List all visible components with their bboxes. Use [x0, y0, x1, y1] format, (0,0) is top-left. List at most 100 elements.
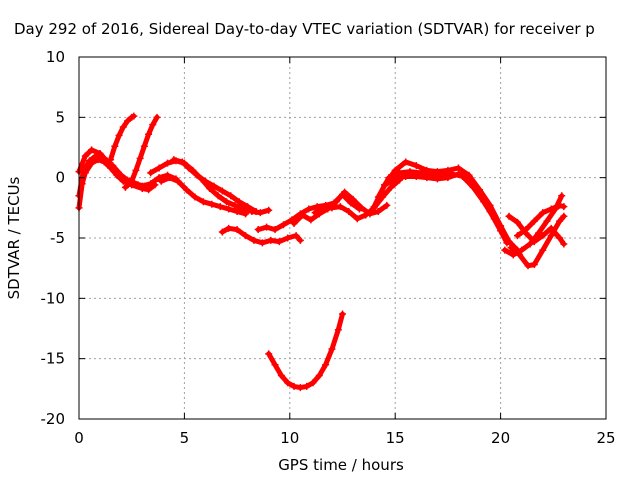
data-point: [178, 158, 186, 166]
data-point: [111, 142, 119, 150]
data-point: [128, 177, 136, 185]
data-point: [225, 224, 233, 232]
data-point: [406, 168, 414, 176]
data-point: [267, 236, 275, 244]
data-point: [509, 251, 517, 259]
x-tick-label: 0: [74, 429, 84, 447]
data-point: [296, 384, 304, 392]
y-tick-label: -20: [41, 410, 66, 428]
x-axis-title: GPS time / hours: [278, 456, 404, 474]
x-tick-label: 15: [386, 429, 405, 447]
data-point: [513, 218, 521, 226]
data-point: [353, 215, 361, 223]
data-point: [201, 177, 209, 185]
data-point: [107, 156, 115, 164]
data-point: [191, 193, 199, 201]
data-point: [193, 171, 201, 179]
data-point: [258, 239, 266, 247]
data-point: [311, 209, 319, 217]
data-point: [402, 158, 410, 166]
data-point: [395, 169, 403, 177]
data-point: [265, 206, 273, 214]
x-tick-label: 25: [596, 429, 615, 447]
data-point: [242, 210, 250, 218]
data-point: [558, 192, 566, 200]
data-point: [465, 176, 473, 184]
data-point: [231, 201, 239, 209]
data-point: [444, 174, 452, 182]
plot-frame: [78, 56, 607, 420]
data-point: [345, 207, 353, 215]
series-arc-5: [121, 113, 161, 191]
data-point: [374, 193, 382, 201]
data-point: [486, 207, 494, 215]
data-point: [279, 221, 287, 229]
data-point: [151, 181, 159, 189]
data-point: [115, 131, 123, 139]
y-tick-label: 0: [55, 169, 65, 187]
data-point: [526, 240, 534, 248]
data-point: [96, 150, 104, 158]
data-point: [218, 187, 226, 195]
data-point: [357, 204, 365, 212]
y-axis-title: SDTVAR / TECUs: [5, 176, 23, 299]
data-point: [225, 205, 233, 213]
data-point: [136, 154, 144, 162]
data-point: [539, 232, 547, 240]
data-point: [94, 156, 102, 164]
data-point: [332, 198, 340, 206]
data-point: [145, 130, 153, 138]
data-point: [370, 203, 378, 211]
data-point: [170, 156, 178, 164]
data-point: [322, 361, 330, 369]
series-trace: [76, 147, 147, 189]
data-point: [315, 372, 323, 380]
series-arc-18: [507, 212, 568, 270]
x-tick-label: 5: [180, 429, 190, 447]
data-point: [140, 182, 148, 190]
data-point: [145, 186, 153, 194]
y-tick-label: -5: [50, 229, 65, 247]
y-tick-label: -15: [41, 350, 66, 368]
data-point: [298, 211, 306, 219]
data-point: [214, 192, 222, 200]
series-arc-4: [107, 112, 138, 164]
data-point: [166, 174, 174, 182]
data-point: [362, 211, 370, 219]
data-point: [320, 205, 328, 213]
data-point: [123, 117, 131, 125]
data-point: [412, 162, 420, 170]
data-point: [210, 182, 218, 190]
data-point: [334, 326, 342, 334]
data-point: [284, 234, 292, 242]
data-point: [374, 207, 382, 215]
data-point: [244, 203, 252, 211]
data-point: [149, 121, 157, 129]
data-point: [174, 177, 182, 185]
data-point: [307, 216, 315, 224]
data-point: [227, 192, 235, 200]
data-point: [263, 223, 271, 231]
data-point: [501, 246, 509, 254]
data-point: [341, 188, 349, 196]
data-point: [78, 180, 86, 188]
series-trace: [508, 213, 567, 269]
x-axis-ticks: 0 5 10 15 20 25: [74, 57, 616, 447]
data-point: [265, 350, 273, 358]
data-point: [551, 205, 559, 213]
data-point: [560, 203, 568, 211]
data-point: [290, 220, 298, 228]
data-point: [328, 345, 336, 353]
series-arc-7: [157, 174, 250, 218]
data-point: [119, 123, 127, 131]
data-point: [242, 232, 250, 240]
data-point: [235, 198, 243, 206]
data-point: [271, 226, 279, 234]
data-point: [130, 112, 138, 120]
data-point: [132, 166, 140, 174]
x-tick-label: 20: [491, 429, 510, 447]
data-point: [147, 169, 155, 177]
data-point: [216, 203, 224, 211]
data-point: [81, 169, 89, 177]
data-point: [402, 172, 410, 180]
